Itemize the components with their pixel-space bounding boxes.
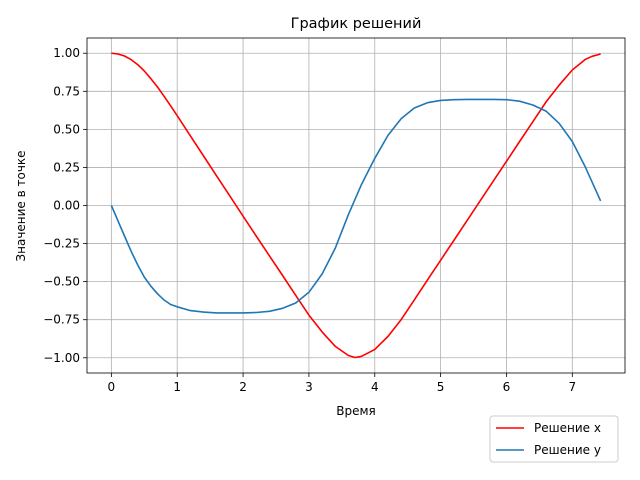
legend-label-x: Решение x xyxy=(534,421,601,435)
y-tick-label: 0.75 xyxy=(53,84,80,98)
x-tick-label: 6 xyxy=(503,380,511,394)
series-line-y xyxy=(110,98,602,314)
y-tick-label: 0.00 xyxy=(53,199,80,213)
x-tick-label: 4 xyxy=(371,380,379,394)
x-tick-label: 7 xyxy=(568,380,576,394)
x-tick-label: 1 xyxy=(173,380,181,394)
y-tick-label: 1.00 xyxy=(53,46,80,60)
y-tick-label: −1.00 xyxy=(43,351,80,365)
y-tick-label: −0.50 xyxy=(43,275,80,289)
chart-title: График решений xyxy=(291,16,422,32)
y-axis-label: Значение в точке xyxy=(14,150,28,261)
y-tick-label: −0.25 xyxy=(43,237,80,251)
series-line-x xyxy=(111,52,601,359)
grid xyxy=(87,38,625,373)
x-tick-label: 3 xyxy=(305,380,313,394)
series-layer xyxy=(110,52,602,359)
y-tick-label: 0.25 xyxy=(53,160,80,174)
x-tick-label: 2 xyxy=(239,380,247,394)
x-tick-label: 5 xyxy=(437,380,445,394)
y-tick-label: −0.75 xyxy=(43,313,80,327)
x-tick-label: 0 xyxy=(108,380,116,394)
x-axis: 0 1 2 3 4 5 6 7 xyxy=(108,373,576,394)
y-axis: −1.00 −0.75 −0.50 −0.25 0.00 0.25 0.50 0.75 1.00 xyxy=(43,46,87,365)
y-tick-label: 0.50 xyxy=(53,122,80,136)
legend-label-y: Решение y xyxy=(534,443,601,457)
legend: Решение x Решение y xyxy=(489,415,619,463)
x-axis-label: Время xyxy=(336,404,376,418)
